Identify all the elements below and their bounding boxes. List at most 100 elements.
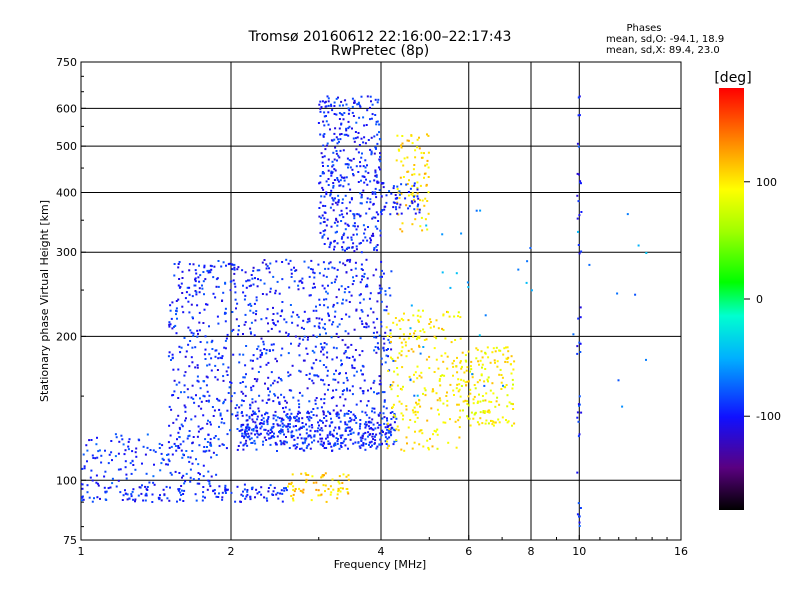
data-point bbox=[402, 333, 405, 336]
data-point bbox=[307, 435, 310, 438]
data-point bbox=[405, 355, 408, 358]
data-point bbox=[184, 480, 187, 483]
data-point bbox=[325, 144, 328, 147]
data-point bbox=[318, 322, 321, 325]
data-point bbox=[250, 442, 253, 444]
data-point bbox=[292, 485, 295, 488]
data-point bbox=[168, 325, 171, 328]
data-point bbox=[349, 389, 351, 392]
data-point bbox=[326, 165, 329, 167]
data-point bbox=[107, 462, 110, 465]
data-point bbox=[396, 134, 399, 137]
data-point bbox=[494, 421, 497, 424]
data-point bbox=[350, 238, 353, 241]
data-point bbox=[455, 365, 458, 368]
data-point bbox=[360, 202, 363, 205]
data-point bbox=[426, 133, 428, 136]
data-point bbox=[194, 278, 196, 281]
data-point bbox=[385, 443, 388, 445]
data-point bbox=[180, 449, 183, 452]
data-point bbox=[413, 332, 416, 335]
data-point bbox=[306, 338, 309, 341]
data-point bbox=[244, 271, 247, 274]
data-point bbox=[334, 197, 336, 200]
data-point bbox=[328, 432, 331, 435]
data-point bbox=[267, 361, 270, 364]
data-point bbox=[333, 105, 336, 107]
data-point bbox=[330, 336, 333, 339]
data-point bbox=[433, 347, 436, 350]
data-point bbox=[369, 201, 372, 204]
data-point bbox=[350, 343, 353, 346]
data-point bbox=[347, 134, 350, 137]
data-point bbox=[289, 373, 292, 376]
data-point bbox=[251, 486, 254, 489]
data-point bbox=[412, 314, 415, 317]
data-point bbox=[505, 384, 508, 386]
data-point bbox=[319, 175, 322, 177]
data-point bbox=[245, 426, 248, 429]
data-point bbox=[205, 384, 208, 387]
data-point bbox=[336, 440, 339, 443]
data-point bbox=[168, 321, 171, 324]
data-point bbox=[286, 441, 288, 444]
data-point bbox=[305, 473, 308, 476]
data-point bbox=[348, 301, 351, 303]
data-point bbox=[362, 392, 365, 395]
data-point bbox=[224, 398, 227, 401]
data-point bbox=[217, 260, 220, 262]
data-point bbox=[418, 136, 420, 139]
data-point bbox=[257, 433, 260, 436]
data-point bbox=[222, 261, 225, 264]
data-point bbox=[263, 420, 266, 423]
data-point bbox=[369, 237, 372, 240]
data-point bbox=[234, 298, 237, 301]
data-point bbox=[288, 482, 291, 485]
data-point bbox=[222, 363, 225, 366]
data-point bbox=[313, 351, 316, 354]
data-point bbox=[487, 422, 490, 425]
data-point bbox=[380, 260, 383, 263]
data-point bbox=[310, 366, 313, 369]
data-point bbox=[360, 193, 363, 196]
data-point bbox=[297, 316, 300, 319]
data-point bbox=[274, 324, 277, 327]
data-point bbox=[114, 433, 117, 436]
data-point bbox=[181, 277, 184, 279]
data-point bbox=[299, 489, 302, 492]
data-point bbox=[390, 388, 393, 391]
data-point bbox=[444, 337, 447, 340]
data-point bbox=[467, 380, 470, 383]
data-point bbox=[274, 441, 277, 444]
data-point bbox=[389, 332, 392, 335]
data-point bbox=[234, 285, 237, 288]
data-point bbox=[247, 436, 250, 439]
data-point bbox=[115, 485, 118, 488]
data-point bbox=[337, 201, 340, 204]
data-point bbox=[457, 419, 460, 422]
data-point bbox=[349, 209, 352, 212]
data-point bbox=[325, 437, 327, 440]
data-point bbox=[179, 428, 181, 431]
data-point bbox=[95, 481, 98, 484]
data-point bbox=[403, 157, 406, 160]
data-point bbox=[402, 385, 404, 388]
data-point bbox=[367, 435, 369, 438]
data-point bbox=[119, 468, 122, 471]
data-point bbox=[329, 193, 332, 196]
data-point bbox=[350, 411, 352, 414]
data-point bbox=[82, 498, 85, 501]
data-point bbox=[216, 378, 219, 381]
data-point bbox=[397, 148, 400, 151]
data-point bbox=[376, 133, 379, 136]
data-point bbox=[512, 383, 514, 386]
data-point bbox=[405, 183, 408, 186]
data-point bbox=[470, 360, 473, 363]
data-point bbox=[377, 346, 379, 349]
data-point bbox=[284, 406, 287, 409]
data-point bbox=[577, 200, 580, 203]
data-point bbox=[331, 160, 334, 163]
data-point bbox=[323, 342, 326, 344]
data-point bbox=[411, 185, 414, 188]
